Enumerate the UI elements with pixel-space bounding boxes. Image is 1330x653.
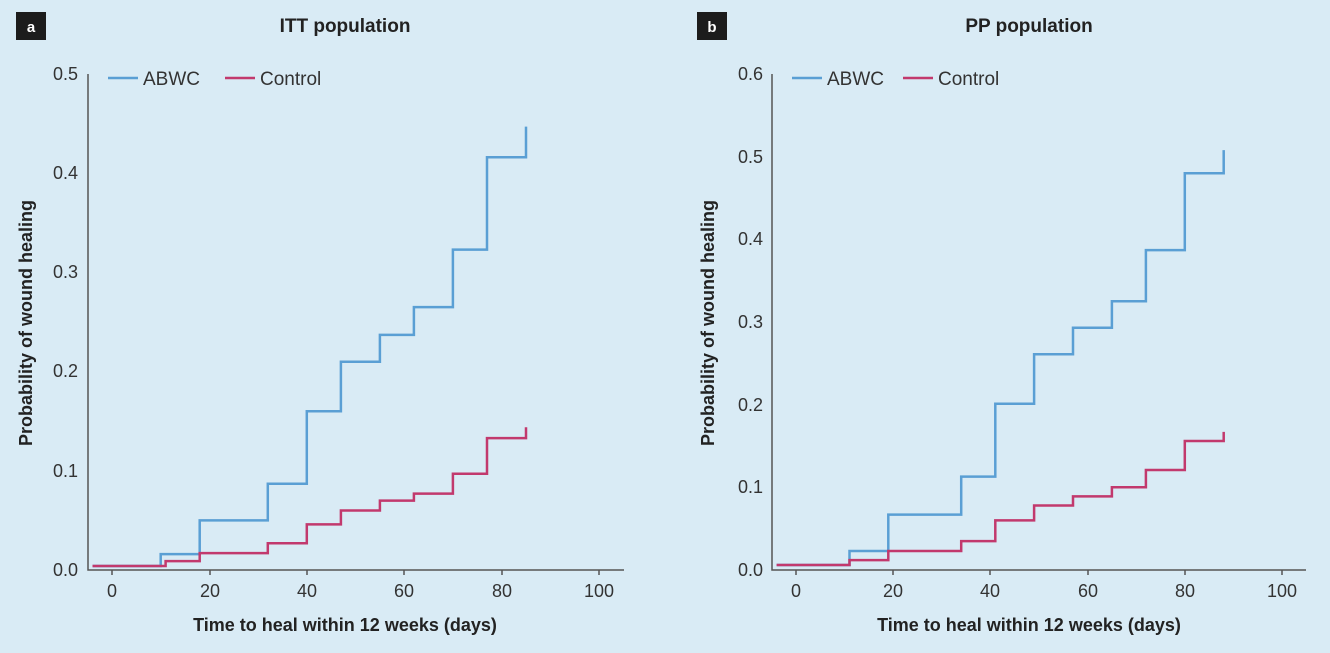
- legend-label-control-a: Control: [260, 69, 321, 90]
- y-tick-label: 0.5: [738, 147, 763, 167]
- legend-label-abwc-a: ABWC: [143, 69, 200, 90]
- legend-label-abwc-b: ABWC: [827, 69, 884, 90]
- x-tick-label: 80: [492, 581, 512, 601]
- x-tick-label: 100: [584, 581, 614, 601]
- x-tick-label: 60: [1078, 581, 1098, 601]
- x-axis-label-a: Time to heal within 12 weeks (days): [193, 615, 497, 635]
- x-tick-label: 40: [297, 581, 317, 601]
- x-ticks-b: 0 20 40 60 80 100: [791, 570, 1297, 601]
- y-tick-label: 0.1: [738, 477, 763, 497]
- axes-b: [771, 74, 1306, 571]
- legend-b: ABWC Control: [792, 69, 999, 90]
- panel-badge-label-a: a: [27, 19, 36, 36]
- x-tick-label: 20: [883, 581, 903, 601]
- y-tick-label: 0.0: [738, 560, 763, 580]
- series-line-control-b: [776, 431, 1225, 567]
- x-tick-label: 20: [200, 581, 220, 601]
- y-ticks-b: 0.0 0.1 0.2 0.3 0.4 0.5 0.6: [738, 64, 763, 580]
- x-ticks-a: 0 20 40 60 80 100: [107, 570, 614, 601]
- y-tick-label: 0.2: [53, 361, 78, 381]
- panel-title-b: PP population: [965, 16, 1092, 37]
- x-axis-label-b: Time to heal within 12 weeks (days): [877, 615, 1181, 635]
- y-tick-label: 0.3: [738, 312, 763, 332]
- series-line-control-a: [92, 427, 528, 568]
- x-tick-label: 100: [1267, 581, 1297, 601]
- y-axis-label-a: Probability of wound healing: [16, 200, 36, 446]
- y-tick-label: 0.1: [53, 461, 78, 481]
- series-line-abwc-b: [776, 150, 1225, 567]
- panel-b: b PP population ABWC Control 0.0 0.1 0.2…: [697, 12, 1306, 635]
- x-tick-label: 0: [107, 581, 117, 601]
- x-tick-label: 40: [980, 581, 1000, 601]
- panel-badge-label-b: b: [707, 19, 716, 36]
- y-tick-label: 0.0: [53, 560, 78, 580]
- x-tick-label: 80: [1175, 581, 1195, 601]
- y-tick-label: 0.4: [53, 163, 78, 183]
- legend-a: ABWC Control: [108, 69, 321, 90]
- y-tick-label: 0.4: [738, 229, 763, 249]
- x-tick-label: 0: [791, 581, 801, 601]
- y-ticks-a: 0.0 0.1 0.2 0.3 0.4 0.5: [53, 64, 78, 580]
- series-line-abwc-a: [92, 126, 528, 568]
- y-tick-label: 0.5: [53, 64, 78, 84]
- panel-title-a: ITT population: [280, 16, 411, 37]
- legend-label-control-b: Control: [938, 69, 999, 90]
- axes-a: [87, 74, 624, 571]
- panel-badge-a: [16, 12, 46, 40]
- y-tick-label: 0.6: [738, 64, 763, 84]
- y-tick-label: 0.3: [53, 262, 78, 282]
- panel-a: a ITT population ABWC Control 0.0 0.1 0.…: [16, 12, 624, 635]
- y-axis-label-b: Probability of wound healing: [698, 200, 718, 446]
- y-tick-label: 0.2: [738, 395, 763, 415]
- x-tick-label: 60: [394, 581, 414, 601]
- panel-badge-b: [697, 12, 727, 40]
